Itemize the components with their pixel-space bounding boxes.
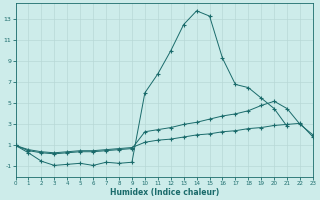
X-axis label: Humidex (Indice chaleur): Humidex (Indice chaleur) (110, 188, 219, 197)
